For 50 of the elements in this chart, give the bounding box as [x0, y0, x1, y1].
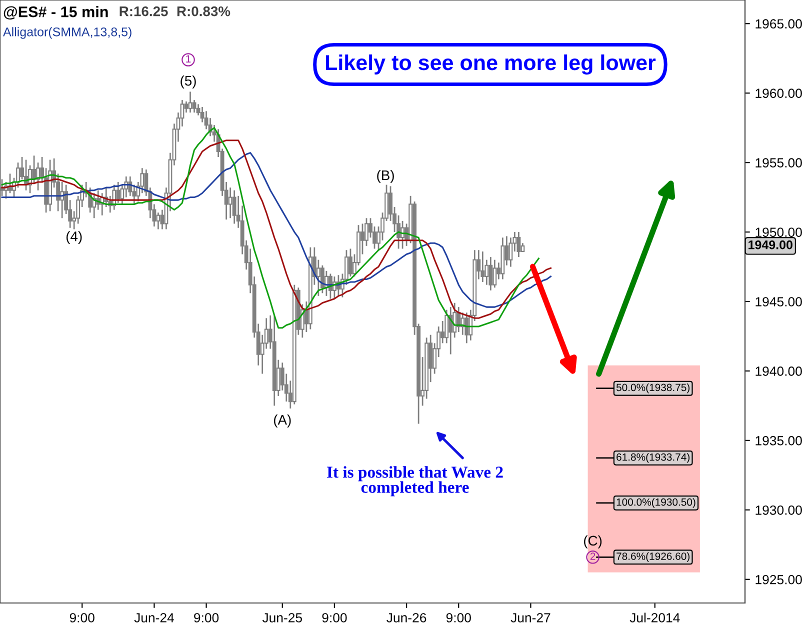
- x-tick-label: Jul-2014: [630, 612, 680, 622]
- ref-line-label: 78.6%(1926.60): [616, 552, 690, 562]
- candlestick: [228, 186, 232, 219]
- annotation: 2: [590, 552, 596, 560]
- x-tick-label: Jun-26: [386, 613, 426, 622]
- x-tick-label: 9:00: [446, 613, 471, 622]
- x-tick-label: 9:00: [322, 613, 347, 622]
- annotation: (A): [274, 414, 291, 428]
- candlestick: [188, 91, 192, 114]
- text: 1949.00: [748, 240, 792, 250]
- candlestick: [464, 312, 469, 344]
- candlestick: [480, 250, 485, 283]
- x-tick-label: Jun-24: [134, 613, 174, 622]
- candlestick: [116, 181, 120, 204]
- y-tick-label: 1930.00: [756, 505, 802, 515]
- candlestick: [156, 212, 160, 230]
- y-tick-label: 1940.00: [756, 366, 802, 376]
- ref-line-label: 100.0%(1930.50): [616, 498, 696, 508]
- candlestick: [348, 248, 352, 278]
- candlestick: [32, 154, 36, 184]
- y-tick-label: 1945.00: [756, 297, 802, 306]
- y-tick-label: 1965.00: [756, 19, 802, 29]
- annotation: 1: [186, 55, 191, 62]
- ref-line-label: 50.0%(1938.75): [616, 383, 690, 394]
- annotation: (4): [66, 231, 82, 244]
- annotation: It is possible that Wave 2 completed here: [327, 466, 503, 496]
- annotation: R:0.83%: [177, 6, 230, 16]
- annotation: R:16.25: [120, 6, 168, 16]
- y-tick-label: 1960.00: [756, 88, 802, 98]
- annotation: (C): [584, 535, 602, 548]
- y-tick-label: 1950.00: [756, 228, 802, 237]
- candlestick: [492, 259, 497, 288]
- ref-line-label: 61.8%(1933.74): [616, 453, 690, 463]
- y-tick-label: 1955.00: [756, 158, 802, 168]
- y-tick-label: 1935.00: [756, 436, 802, 446]
- candlestick: [516, 231, 521, 258]
- candlestick: [192, 99, 196, 114]
- candlestick: [316, 259, 320, 297]
- x-tick-label: 9:00: [194, 613, 219, 622]
- y-tick-label: 1925.00: [756, 574, 802, 584]
- annotation: Likely to see one more leg lower: [326, 54, 656, 75]
- annotation: (5): [180, 76, 196, 88]
- chart-title: @ES# - 15 min: [4, 6, 108, 20]
- x-tick-label: Jun-25: [262, 613, 302, 622]
- annotation: (B): [377, 170, 394, 183]
- x-tick-label: 9:00: [70, 613, 94, 622]
- text: Alligator(SMMA,13,8,5): [3, 27, 132, 39]
- candlestick: [232, 190, 236, 224]
- candlestick: [488, 256, 493, 292]
- x-tick-label: Jun-27: [510, 613, 550, 622]
